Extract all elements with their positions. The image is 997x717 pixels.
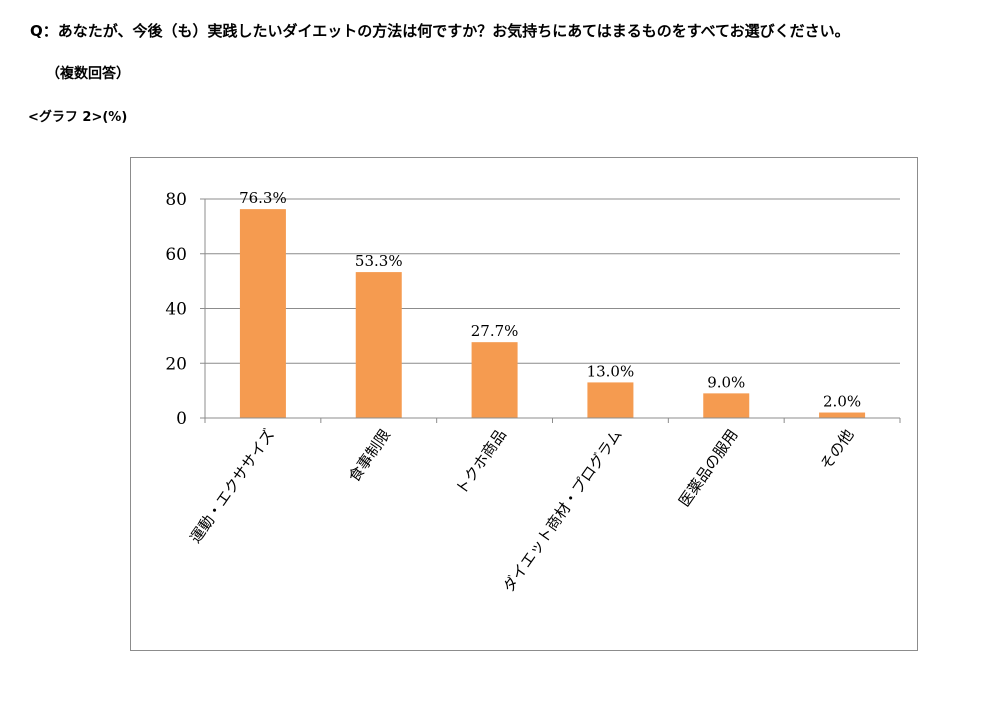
question-text: Q：あなたが、今後（も）実践したいダイエットの方法は何ですか？お気持ちにあてはま… xyxy=(30,22,850,40)
category-label: トクホ商品 xyxy=(452,426,510,498)
category-label: その他 xyxy=(817,426,858,473)
data-label: 2.0% xyxy=(823,393,861,411)
y-tick-label: 60 xyxy=(165,245,187,265)
y-tick-label: 0 xyxy=(176,409,187,429)
category-label: ダイエット商材・プログラム xyxy=(499,426,625,596)
data-label: 9.0% xyxy=(707,373,745,391)
bar xyxy=(471,342,518,418)
bar xyxy=(355,272,402,418)
axes xyxy=(200,198,901,423)
bar xyxy=(703,393,750,418)
category-label: 運動・エクササイズ xyxy=(186,426,278,547)
y-tick-label: 20 xyxy=(165,354,187,374)
data-label: 53.3% xyxy=(355,252,403,270)
data-label: 13.0% xyxy=(587,362,635,380)
category-label: 食事制限 xyxy=(345,426,394,485)
y-tick-label: 40 xyxy=(165,300,187,320)
gridlines xyxy=(205,198,900,364)
bar xyxy=(239,209,286,418)
category-label: 医薬品の服用 xyxy=(675,426,741,510)
bar xyxy=(587,382,634,418)
data-label: 76.3% xyxy=(239,189,287,207)
data-label: 27.7% xyxy=(471,322,519,340)
bar xyxy=(819,412,866,418)
y-tick-label: 80 xyxy=(165,190,187,210)
multiple-answer-note: （複数回答） xyxy=(46,66,130,82)
chart-frame: 0 20 40 60 80 76.3% 運動・エクササイズ 53.3% 食事制限 27.7% トクホ… xyxy=(130,157,918,651)
bars xyxy=(239,209,866,418)
graph-label: <グラフ 2>(%) xyxy=(28,110,128,125)
bar-chart: 0 20 40 60 80 76.3% 運動・エクササイズ 53.3% 食事制限 27.7% トクホ… xyxy=(165,189,901,596)
